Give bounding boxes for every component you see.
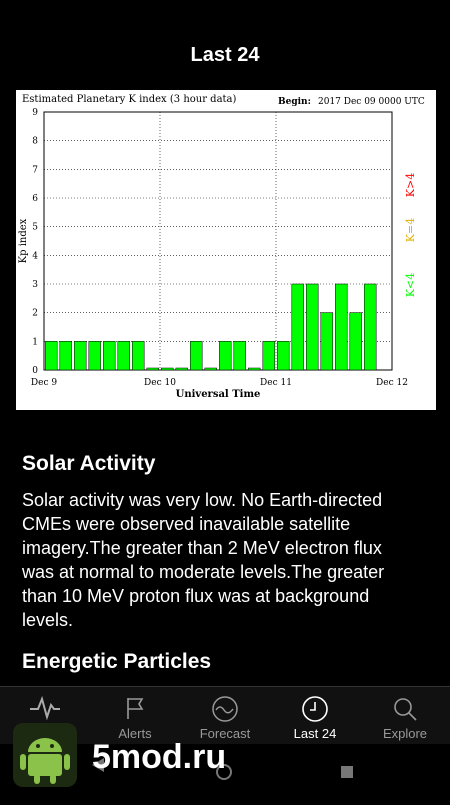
watermark-text: 5mod.ru: [92, 738, 227, 776]
text-line: CMEs were observed inavailable satellite: [22, 514, 351, 534]
x-tick-label: Dec 9: [31, 378, 57, 388]
nav-label: Explore: [382, 726, 428, 741]
x-tick-label: Dec 12: [376, 378, 408, 388]
kp-bar: [219, 341, 232, 371]
y-tick-label: 4: [32, 251, 38, 261]
kp-bar: [59, 341, 72, 371]
begin-label: Begin:: [278, 97, 311, 107]
flag-icon: [127, 698, 144, 719]
kp-chart-svg: Estimated Planetary K index (3 hour data…: [18, 94, 425, 400]
kp-bar: [306, 283, 319, 371]
legend-label: K<4: [404, 273, 417, 297]
kp-bar: [88, 341, 101, 371]
y-tick-label: 0: [32, 366, 38, 376]
nav-item-last24[interactable]: Last 24: [270, 687, 360, 745]
watermark: 5mod.ru: [10, 720, 260, 790]
kp-bar: [74, 341, 87, 371]
y-tick-label: 8: [32, 137, 38, 147]
nav-item-explore[interactable]: Explore: [360, 687, 450, 745]
kp-bar: [146, 367, 159, 371]
plot-frame: [43, 111, 393, 371]
kp-bar: [175, 367, 188, 371]
text-line: was at normal to moderate levels.The gre…: [22, 562, 385, 582]
y-tick-label: 2: [32, 309, 38, 319]
kp-bar: [233, 341, 246, 371]
kp-bar: [364, 283, 377, 371]
system-buttons: [92, 758, 353, 780]
page-title: Last 24: [190, 44, 260, 66]
y-tick-label: 5: [32, 223, 38, 233]
y-tick-label: 1: [32, 337, 38, 347]
kp-bar: [320, 312, 333, 371]
nav-label: Last 24: [293, 726, 337, 741]
x-tick-label: Dec 11: [260, 378, 292, 388]
recents-icon: [341, 766, 353, 778]
kp-bar: [248, 367, 261, 371]
kp-index-chart: Estimated Planetary K index (3 hour data…: [16, 90, 436, 410]
kp-bar: [204, 367, 217, 371]
nav-item-forecast[interactable]: Forecast: [180, 687, 270, 745]
search-icon: [394, 698, 417, 721]
clock-icon: [302, 696, 328, 722]
kp-bar: [190, 341, 203, 371]
kp-bar: [103, 341, 116, 371]
chart-title: Estimated Planetary K index (3 hour data…: [22, 94, 237, 105]
kp-bar: [277, 341, 290, 371]
kp-bar: [132, 341, 145, 371]
kp-bar: [45, 341, 58, 371]
kp-bar: [262, 341, 275, 371]
nav-label: Alerts: [118, 726, 152, 741]
text-line: Solar activity was very low. No Earth-di…: [22, 490, 383, 510]
wave-icon: [212, 696, 238, 722]
y-tick-label: 3: [32, 280, 38, 290]
kp-bar: [161, 367, 174, 371]
nav-label: Forecast: [199, 726, 251, 741]
x-tick-label: Dec 10: [144, 378, 176, 388]
home-icon: [216, 764, 232, 780]
android-logo-icon: [13, 723, 77, 787]
kp-bar: [335, 283, 348, 371]
nav-item-pulse[interactable]: [0, 687, 90, 745]
energetic-particles-heading: Energetic Particles: [22, 650, 212, 673]
kp-bar: [291, 283, 304, 371]
solar-activity-text: Solar activity was very low. No Earth-di…: [22, 488, 432, 632]
y-tick-label: 7: [32, 165, 38, 175]
text-line: than 10 MeV proton flux was at backgroun…: [22, 586, 370, 606]
begin-value: 2017 Dec 09 0000 UTC: [318, 97, 425, 107]
y-axis-label: Kp index: [18, 218, 29, 263]
y-tick-label: 9: [32, 108, 38, 118]
nav-item-alerts[interactable]: Alerts: [90, 687, 180, 745]
y-tick-label: 6: [32, 194, 38, 204]
text-line: levels.: [22, 610, 74, 630]
text-line: imagery.The greater than 2 MeV electron …: [22, 538, 382, 558]
kp-bar: [349, 312, 362, 371]
x-axis-label: Universal Time: [176, 389, 261, 400]
legend-label: K=4: [404, 218, 417, 242]
back-icon: [92, 758, 104, 772]
legend-label: K>4: [404, 173, 417, 197]
kp-bar: [117, 341, 130, 371]
solar-activity-heading: Solar Activity: [22, 452, 156, 475]
pulse-icon: [30, 695, 60, 721]
